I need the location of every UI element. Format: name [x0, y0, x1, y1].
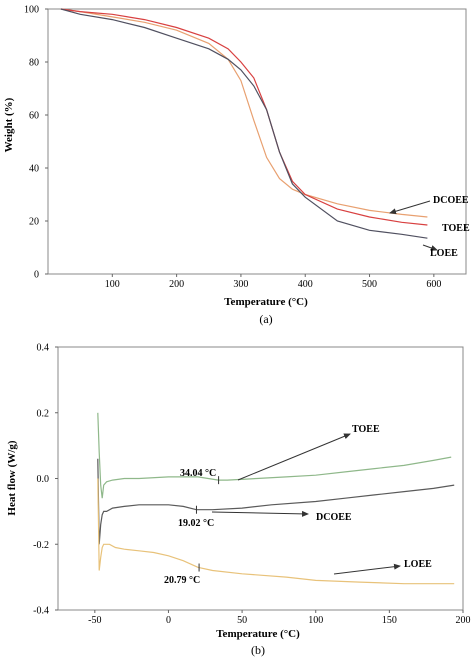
- panel-a-x-tick-label: 200: [169, 279, 184, 290]
- panel-b-annotation-arrow: [237, 433, 351, 481]
- panel-a-x-tick-label: 500: [362, 279, 377, 290]
- panel-a-tga-chart: 100 200 300 400 500 600 0 20 40 60 80 100 DCOEE TOEE…: [3, 5, 470, 327]
- panel-a-annotation-label: LOEE: [430, 248, 458, 259]
- panel-a-y-tick-label: 80: [29, 58, 39, 69]
- panel-b-y-axis-title: Heat flow (W/g): [6, 440, 18, 515]
- panel-b-x-tick-label: 150: [382, 615, 397, 626]
- panel-b-annotations: TOEE 34.04 °C DCOEE 19.02 °C LOEE 20.79 °C: [164, 424, 432, 586]
- panel-b-annotation-label: LOEE: [404, 559, 432, 570]
- panel-b-ticks: -50 0 50 100 150 200 0.4 0.2 0.0 -0.2 -0.4: [33, 343, 470, 627]
- panel-a-x-tick-label: 300: [233, 279, 248, 290]
- panel-b-label: (b): [251, 643, 265, 657]
- panel-a-plot-frame: [47, 8, 467, 275]
- panel-b-y-tick-label: 0.4: [37, 343, 50, 354]
- panel-b-y-tick-label: -0.2: [33, 540, 49, 551]
- panel-b-annotation-label: 20.79 °C: [164, 575, 200, 586]
- panel-b-x-axis-title: Temperature (°C): [216, 628, 300, 640]
- panel-b-annotation-label: TOEE: [352, 424, 380, 435]
- panel-b-annotation-label: 34.04 °C: [180, 468, 216, 479]
- panel-b-series-toee-line: [97, 412, 452, 499]
- panel-a-annotation-arrow: [389, 200, 431, 215]
- panel-b-annotation-label: DCOEE: [316, 512, 352, 523]
- panel-b-series-dcoee-line: [97, 458, 455, 545]
- panel-a-y-tick-label: 40: [29, 164, 39, 175]
- panel-a-annotation-label: TOEE: [442, 223, 470, 234]
- panel-b-annotation-arrow: [211, 510, 309, 517]
- panel-b-annotation-arrow: [333, 563, 401, 575]
- panel-a-y-tick-label: 60: [29, 111, 39, 122]
- panel-a-x-axis-title: Temperature (°C): [224, 296, 308, 308]
- panel-a-label: (a): [259, 312, 272, 326]
- panel-a-y-tick-label: 0: [34, 270, 39, 281]
- panel-b-y-tick-label: 0.0: [37, 474, 50, 485]
- panel-a-y-axis-title: Weight (%): [3, 97, 15, 152]
- panel-a-annotation-label: DCOEE: [433, 195, 469, 206]
- panel-a-x-tick-label: 400: [298, 279, 313, 290]
- panel-a-series-toee-line: [60, 8, 428, 226]
- panel-a-series-loee-line: [60, 8, 428, 239]
- panel-a-series: [60, 8, 428, 239]
- panel-a-y-tick-label: 100: [24, 5, 39, 16]
- panel-b-series-loee-line: [97, 478, 455, 585]
- panel-a-x-tick-label: 600: [426, 279, 441, 290]
- panel-b-dsc-chart: -50 0 50 100 150 200 0.4 0.2 0.0 -0.2 -0.4 TOEE 34.…: [6, 343, 471, 657]
- panel-b-x-tick-label: 50: [237, 615, 247, 626]
- panel-a-x-tick-label: 100: [105, 279, 120, 290]
- panel-b-y-tick-label: -0.4: [33, 606, 49, 617]
- panel-a-ticks: 100 200 300 400 500 600 0 20 40 60 80 100: [24, 5, 441, 291]
- panel-a-annotation-arrow: [422, 244, 438, 251]
- panel-a-series-dcoee-line: [60, 8, 428, 218]
- panel-a-annotations: DCOEE TOEE LOEE: [389, 195, 470, 259]
- panel-b-x-tick-label: -50: [88, 615, 101, 626]
- panel-b-x-tick-label: 0: [166, 615, 171, 626]
- panel-b-x-tick-label: 100: [308, 615, 323, 626]
- panel-b-y-tick-label: 0.2: [37, 408, 50, 419]
- panel-b-annotation-label: 19.02 °C: [178, 518, 214, 529]
- panel-a-y-tick-label: 20: [29, 217, 39, 228]
- panel-b-x-tick-label: 200: [456, 615, 471, 626]
- panel-b-series: [97, 412, 455, 585]
